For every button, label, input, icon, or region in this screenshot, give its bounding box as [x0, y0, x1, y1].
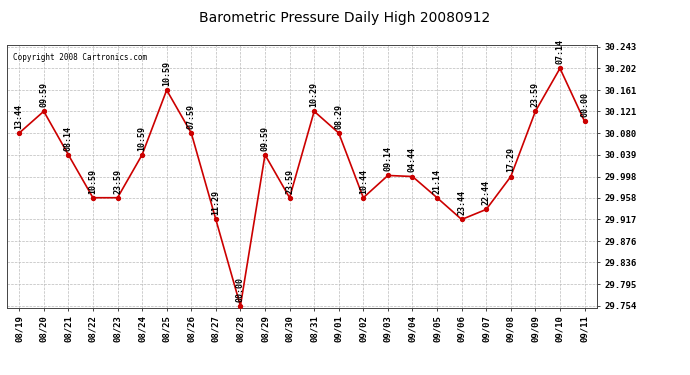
Point: [456, 216, 467, 222]
Text: 07:59: 07:59: [187, 104, 196, 129]
Point: [259, 152, 270, 158]
Text: 08:29: 08:29: [334, 104, 343, 129]
Text: 17:29: 17:29: [506, 147, 515, 172]
Point: [186, 130, 197, 136]
Text: 11:29: 11:29: [211, 190, 220, 215]
Point: [481, 206, 492, 212]
Text: 23:44: 23:44: [457, 190, 466, 215]
Text: 10:44: 10:44: [359, 168, 368, 194]
Text: 22:44: 22:44: [482, 180, 491, 205]
Text: 09:14: 09:14: [384, 146, 393, 171]
Point: [333, 130, 344, 136]
Point: [579, 118, 590, 124]
Text: 21:14: 21:14: [433, 168, 442, 194]
Point: [505, 174, 516, 180]
Text: 00:00: 00:00: [580, 92, 589, 117]
Point: [431, 195, 442, 201]
Text: 10:29: 10:29: [310, 82, 319, 107]
Point: [284, 195, 295, 201]
Point: [63, 152, 74, 158]
Text: 07:14: 07:14: [555, 39, 564, 64]
Text: 23:59: 23:59: [113, 168, 122, 194]
Text: 00:00: 00:00: [236, 277, 245, 302]
Point: [530, 108, 541, 114]
Text: 23:59: 23:59: [285, 168, 294, 194]
Point: [137, 152, 148, 158]
Text: 09:59: 09:59: [261, 126, 270, 151]
Point: [308, 108, 319, 114]
Point: [382, 172, 393, 178]
Point: [407, 174, 418, 180]
Text: Barometric Pressure Daily High 20080912: Barometric Pressure Daily High 20080912: [199, 11, 491, 25]
Text: 10:59: 10:59: [137, 126, 146, 151]
Text: Copyright 2008 Cartronics.com: Copyright 2008 Cartronics.com: [13, 53, 147, 62]
Point: [112, 195, 123, 201]
Text: 08:14: 08:14: [64, 126, 73, 151]
Text: 10:59: 10:59: [88, 168, 97, 194]
Point: [235, 303, 246, 309]
Point: [88, 195, 99, 201]
Point: [210, 216, 221, 222]
Text: 23:59: 23:59: [531, 82, 540, 107]
Text: 10:59: 10:59: [162, 61, 171, 86]
Point: [358, 195, 369, 201]
Point: [14, 130, 25, 136]
Point: [161, 87, 172, 93]
Text: 09:59: 09:59: [39, 82, 48, 107]
Point: [38, 108, 49, 114]
Text: 13:44: 13:44: [14, 104, 23, 129]
Text: 04:44: 04:44: [408, 147, 417, 172]
Point: [555, 65, 566, 71]
